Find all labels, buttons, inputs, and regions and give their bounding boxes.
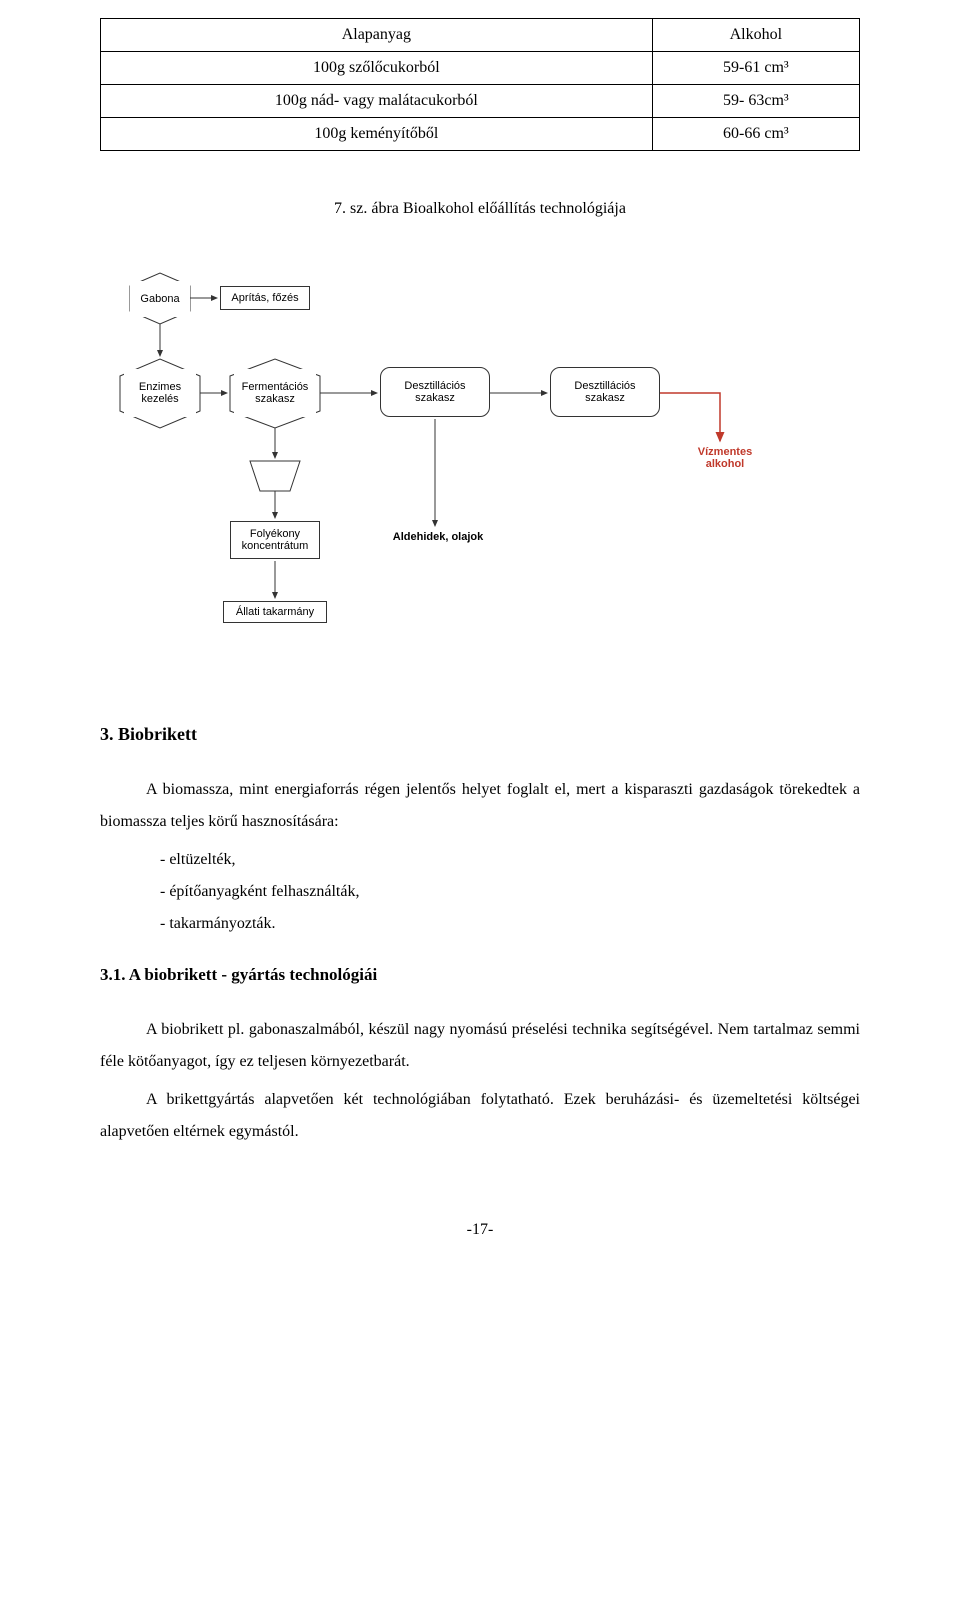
yield-table: Alapanyag Alkohol 100g szőlőcukorból 59-… bbox=[100, 18, 860, 151]
node-enzimes: Enzimes kezelés bbox=[124, 369, 196, 417]
section-3-1-title: 3.1. A biobrikett - gyártás technológiái bbox=[100, 962, 860, 988]
section-3-1-p3: A brikettgyártás alapvetően két technoló… bbox=[100, 1084, 860, 1148]
cell-r0c0: 100g szőlőcukorból bbox=[101, 52, 653, 85]
node-apritas: Aprítás, főzés bbox=[220, 286, 310, 310]
node-gabona: Gabona bbox=[130, 281, 190, 317]
cell-r2c1: 60-66 cm³ bbox=[652, 118, 859, 151]
node-allati: Állati takarmány bbox=[223, 601, 327, 623]
cell-r2c0: 100g keményítőből bbox=[101, 118, 653, 151]
node-vizmentes: Vízmentes alkohol bbox=[680, 446, 770, 470]
page-number: -17- bbox=[100, 1218, 860, 1242]
node-deszt2: Desztillációs szakasz bbox=[550, 367, 660, 417]
bullet-1: - építőanyagként felhasználták, bbox=[160, 876, 860, 908]
node-folyekony: Folyékony koncentrátum bbox=[230, 521, 320, 559]
section-3-title: 3. Biobrikett bbox=[100, 721, 860, 748]
cell-r1c0: 100g nád- vagy malátacukorból bbox=[101, 85, 653, 118]
bullet-0: - eltüzelték, bbox=[160, 844, 860, 876]
section-3-bullets: - eltüzelték, - építőanyagként felhaszná… bbox=[160, 844, 860, 940]
node-ferment: Fermentációs szakasz bbox=[234, 369, 316, 417]
flowchart: Gabona Aprítás, főzés Enzimes kezelés Fe… bbox=[100, 251, 860, 651]
section-3-1-p2: A biobrikett pl. gabonaszalmából, készül… bbox=[100, 1014, 860, 1078]
th-alkohol: Alkohol bbox=[652, 19, 859, 52]
bullet-2: - takarmányozták. bbox=[160, 908, 860, 940]
cell-r1c1: 59- 63cm³ bbox=[652, 85, 859, 118]
section-3-p1: A biomassza, mint energiaforrás régen je… bbox=[100, 774, 860, 838]
th-alapanyag: Alapanyag bbox=[101, 19, 653, 52]
node-deszt1: Desztillációs szakasz bbox=[380, 367, 490, 417]
figure-caption: 7. sz. ábra Bioalkohol előállítás techno… bbox=[100, 197, 860, 221]
cell-r0c1: 59-61 cm³ bbox=[652, 52, 859, 85]
node-aldehidek: Aldehidek, olajok bbox=[378, 531, 498, 543]
